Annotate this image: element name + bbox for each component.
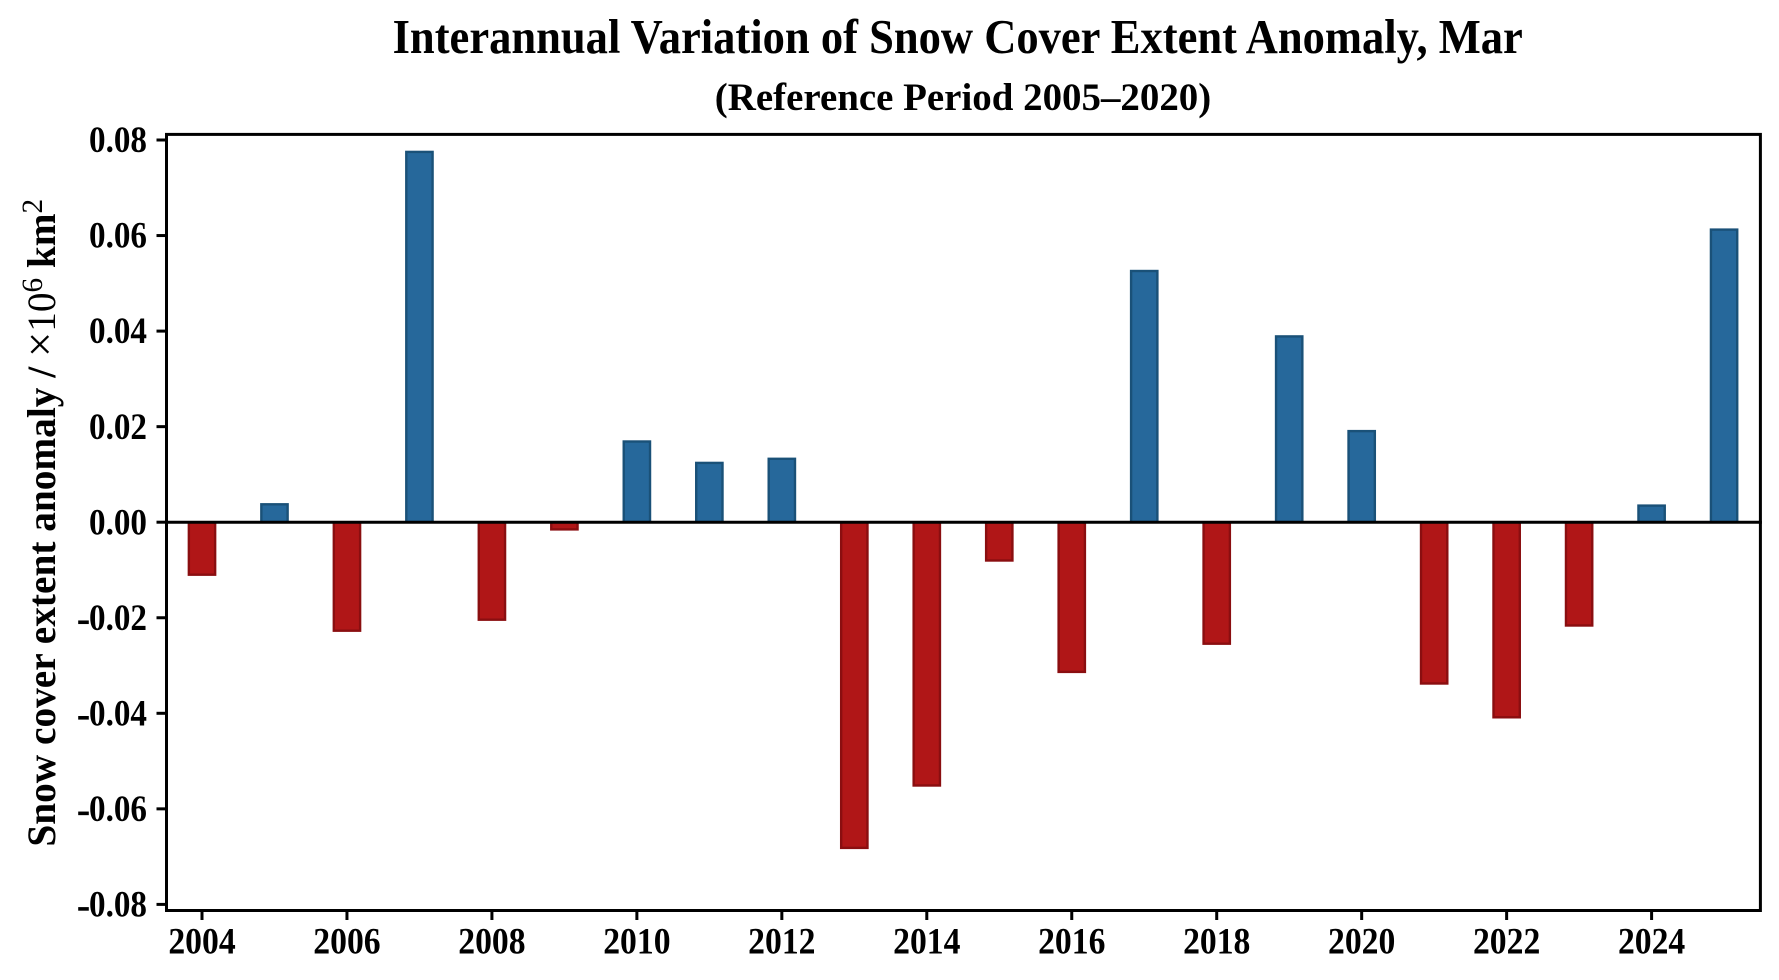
svg-text:2008: 2008	[458, 920, 525, 962]
svg-text:2012: 2012	[748, 920, 815, 962]
svg-text:0.04: 0.04	[89, 311, 147, 352]
svg-text:0.04: 0.04	[89, 693, 147, 734]
svg-text:2004: 2004	[168, 920, 236, 962]
svg-text:2010: 2010	[603, 920, 670, 962]
svg-text:2016: 2016	[1038, 920, 1105, 962]
svg-text:Interannual Variation of Snow: Interannual Variation of Snow Cover Exte…	[393, 10, 1523, 64]
svg-text:2024: 2024	[1618, 920, 1686, 962]
svg-text:2020: 2020	[1328, 920, 1395, 962]
svg-text:(Reference Period 2005–2020): (Reference Period 2005–2020)	[715, 76, 1211, 119]
svg-text:2018: 2018	[1183, 920, 1250, 962]
svg-text:2014: 2014	[893, 920, 961, 962]
svg-text:0.06: 0.06	[89, 215, 147, 256]
svg-text:0.06: 0.06	[89, 788, 147, 829]
svg-text:0.08: 0.08	[89, 119, 147, 160]
svg-text:0.02: 0.02	[89, 597, 147, 638]
svg-text:0.02: 0.02	[89, 406, 147, 447]
svg-text:2006: 2006	[313, 920, 380, 962]
svg-text:0.00: 0.00	[89, 502, 147, 543]
svg-text:2022: 2022	[1473, 920, 1540, 962]
svg-text:Snow cover extent anomaly / ×1: Snow cover extent anomaly / ×106 km2	[14, 199, 65, 847]
svg-text:0.08: 0.08	[89, 884, 147, 925]
